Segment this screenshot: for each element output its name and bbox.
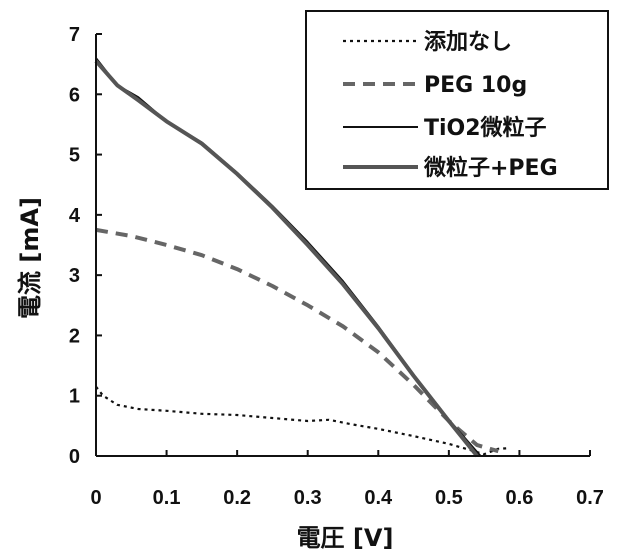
legend-box [305,10,609,190]
y-tick-label: 7 [69,24,80,46]
y-tick-label: 3 [69,265,80,287]
y-tick-label: 5 [69,145,80,167]
y-tick-label: 0 [69,446,80,468]
y-tick-label: 4 [69,205,81,227]
legend-label-0: 添加なし [424,30,512,55]
y-tick-label: 1 [69,386,80,408]
series-layer [94,57,509,458]
y-axis-title: 電流 [mA] [16,197,44,319]
x-tick-label: 0.6 [506,487,534,509]
x-tick-label: 0.3 [294,487,322,509]
series-line-3 [94,59,479,458]
legend-label-2: TiO2微粒子 [424,115,547,141]
x-tick-label: 0.1 [153,487,181,509]
axes-layer [95,34,590,457]
x-tick-label: 0.4 [364,487,393,509]
y-tick-label: 6 [69,84,80,106]
x-axis-title: 電圧 [V] [297,524,394,552]
x-tick-label: 0.2 [223,487,251,509]
x-tick-label: 0.7 [576,487,604,509]
legend-label-1: PEG 10g [424,73,527,98]
x-tick-label: 0 [90,487,101,509]
y-tick-label: 2 [69,325,80,347]
x-tick-label: 0.5 [435,487,463,509]
series-line-1 [95,227,499,454]
legend-label-3: 微粒子+PEG [423,155,558,181]
ticks-layer: 0 0.1 0.2 0.3 0.4 0.5 0.6 0.7 0 1 2 3 4 5 6 7 [69,24,604,509]
